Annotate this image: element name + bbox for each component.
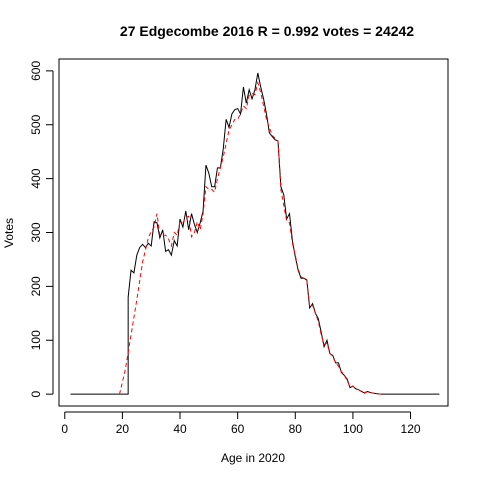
y-tick-label: 300 — [29, 222, 43, 242]
x-axis: 0 20 40 60 80 100 120 — [61, 411, 421, 436]
y-axis-label: Votes — [2, 218, 16, 248]
x-tick-label: 40 — [173, 422, 187, 436]
x-tick-label: 60 — [231, 422, 245, 436]
y-tick-label: 400 — [29, 168, 43, 188]
x-tick-label: 120 — [401, 422, 421, 436]
fitted-series-line — [119, 80, 382, 395]
x-tick-label: 20 — [116, 422, 130, 436]
y-tick-label: 500 — [29, 114, 43, 134]
x-tick-label: 80 — [289, 422, 303, 436]
y-tick-label: 100 — [29, 330, 43, 350]
observed-series-line — [70, 72, 440, 395]
y-tick-label: 200 — [29, 276, 43, 296]
x-axis-label: Age in 2020 — [221, 451, 285, 465]
x-tick-label: 100 — [343, 422, 363, 436]
plot-frame — [58, 58, 449, 407]
y-axis: 0 100 200 300 400 500 600 — [29, 61, 54, 397]
y-tick-label: 0 — [29, 390, 43, 397]
x-tick-label: 0 — [61, 422, 68, 436]
series-layer — [70, 72, 440, 395]
y-tick-label: 600 — [29, 61, 43, 81]
chart-title: 27 Edgecombe 2016 R = 0.992 votes = 2424… — [120, 23, 414, 39]
